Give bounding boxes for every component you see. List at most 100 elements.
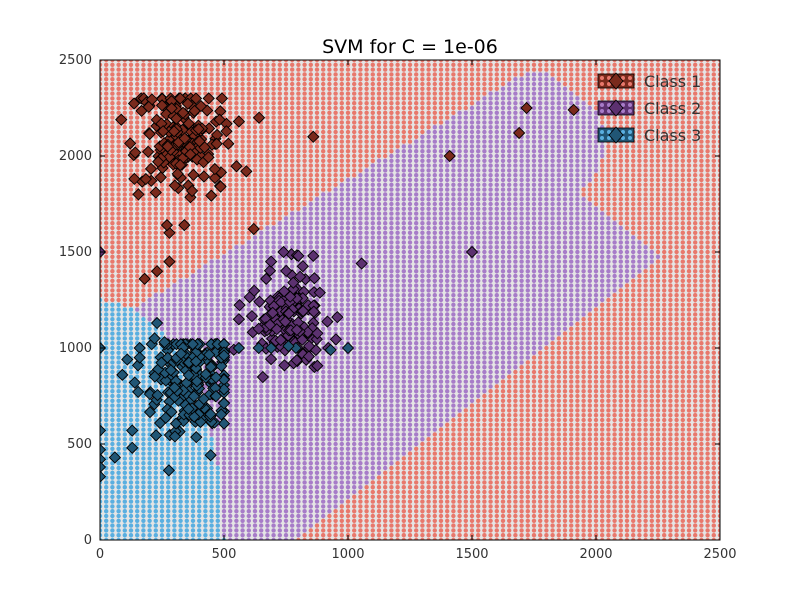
region-dot-class-2 <box>364 393 369 399</box>
region-dot-class-2 <box>358 197 363 202</box>
region-dot-class-3 <box>147 461 152 466</box>
region-dot-class-1 <box>221 216 227 221</box>
region-dot-class-2 <box>389 379 394 384</box>
region-dot-class-1 <box>110 168 115 173</box>
region-dot-class-2 <box>358 321 363 327</box>
region-dot-class-2 <box>234 379 239 384</box>
region-dot-class-2 <box>290 374 295 379</box>
region-dot-class-1 <box>383 139 388 144</box>
region-dot-class-3 <box>178 461 183 466</box>
region-dot-class-1 <box>252 173 258 178</box>
region-dot-class-1 <box>209 67 214 72</box>
region-dot-class-3 <box>135 331 140 336</box>
region-dot-class-1 <box>395 105 400 111</box>
region-dot-class-2 <box>277 446 282 451</box>
region-dot-class-3 <box>128 489 134 495</box>
region-dot-class-1 <box>302 91 307 96</box>
region-dot-class-2 <box>339 283 344 288</box>
region-dot-class-1 <box>104 86 109 92</box>
region-dot-class-1 <box>116 60 121 63</box>
region-dot-class-2 <box>265 288 270 293</box>
region-dot-class-2 <box>240 446 245 451</box>
region-dot-class-2 <box>308 489 313 495</box>
region-dot-class-1 <box>209 225 214 231</box>
region-dot-class-1 <box>159 278 165 283</box>
region-dot-class-2 <box>370 211 375 216</box>
region-dot-class-3 <box>128 345 134 351</box>
region-dot-class-2 <box>308 240 313 245</box>
region-dot-class-1 <box>116 221 121 226</box>
region-dot-class-1 <box>122 197 128 202</box>
region-dot-class-1 <box>376 494 382 499</box>
region-dot-class-2 <box>296 221 301 226</box>
region-dot-class-2 <box>333 417 338 423</box>
region-dot-class-1 <box>352 504 357 509</box>
region-dot-class-3 <box>184 485 189 490</box>
region-dot-class-1 <box>383 149 388 154</box>
region-dot-class-2 <box>308 269 313 274</box>
region-dot-class-1 <box>128 120 134 125</box>
region-dot-class-2 <box>283 437 289 442</box>
region-dot-class-3 <box>203 456 208 461</box>
region-dot-class-2 <box>339 494 344 499</box>
region-dot-class-1 <box>283 101 289 106</box>
region-dot-class-2 <box>333 489 338 495</box>
region-dot-class-3 <box>104 499 109 504</box>
region-dot-class-1 <box>166 197 171 202</box>
region-dot-class-2 <box>327 259 332 264</box>
region-dot-class-2 <box>302 374 307 379</box>
region-dot-class-2 <box>184 331 189 336</box>
region-dot-class-1 <box>296 139 301 144</box>
region-dot-class-2 <box>302 509 307 514</box>
region-dot-class-1 <box>339 67 344 72</box>
region-dot-class-1 <box>383 153 388 159</box>
region-dot-class-2 <box>203 278 208 283</box>
region-dot-class-1 <box>389 489 394 495</box>
region-dot-class-3 <box>116 513 121 519</box>
region-dot-class-2 <box>296 408 301 413</box>
region-dot-class-1 <box>271 158 276 163</box>
region-dot-class-2 <box>383 177 388 183</box>
region-dot-class-3 <box>153 413 158 418</box>
region-dot-class-1 <box>190 230 196 235</box>
region-dot-class-3 <box>141 485 146 490</box>
region-dot-class-3 <box>184 480 189 485</box>
region-dot-class-1 <box>246 158 251 163</box>
region-dot-class-2 <box>290 350 295 355</box>
region-dot-class-2 <box>221 494 227 499</box>
region-dot-class-2 <box>246 499 251 504</box>
region-dot-class-1 <box>277 163 282 168</box>
region-dot-class-2 <box>277 235 282 240</box>
region-dot-class-2 <box>246 533 251 538</box>
region-dot-class-2 <box>197 321 202 327</box>
region-dot-class-1 <box>153 139 158 144</box>
region-dot-class-1 <box>246 177 251 183</box>
region-dot-class-2 <box>358 187 363 192</box>
region-dot-class-1 <box>215 245 220 250</box>
region-dot-class-2 <box>339 465 344 471</box>
region-dot-class-3 <box>128 398 134 403</box>
region-dot-class-2 <box>259 403 264 408</box>
region-dot-class-3 <box>122 441 128 447</box>
region-dot-class-2 <box>234 245 239 250</box>
region-dot-class-2 <box>383 422 388 427</box>
region-dot-class-2 <box>333 456 338 461</box>
region-dot-class-1 <box>271 187 276 192</box>
region-dot-class-2 <box>345 221 351 226</box>
region-dot-class-2 <box>383 393 388 399</box>
region-dot-class-2 <box>339 413 344 418</box>
region-dot-class-1 <box>104 125 109 130</box>
region-dot-class-1 <box>383 518 388 523</box>
region-dot-class-2 <box>352 408 357 413</box>
region-dot-class-3 <box>116 480 121 485</box>
region-dot-class-1 <box>345 110 351 116</box>
region-dot-class-3 <box>110 384 115 389</box>
region-dot-class-1 <box>376 110 382 116</box>
region-dot-class-2 <box>358 475 363 480</box>
region-dot-class-2 <box>364 187 369 192</box>
region-dot-class-1 <box>104 144 109 149</box>
region-dot-class-1 <box>345 149 351 154</box>
region-dot-class-1 <box>116 158 121 163</box>
region-dot-class-3 <box>110 509 115 514</box>
region-dot-class-1 <box>321 105 326 111</box>
